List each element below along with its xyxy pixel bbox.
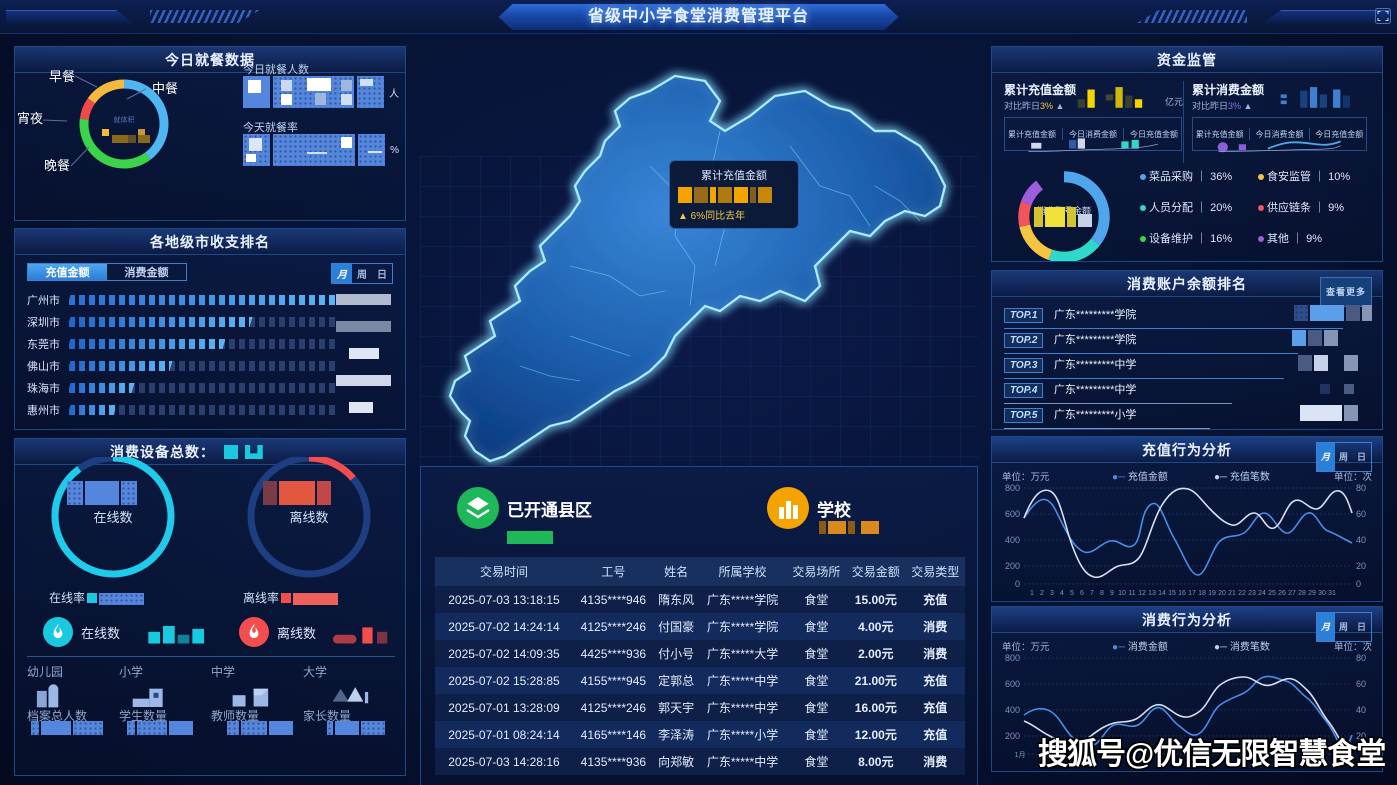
- svg-text:3: 3: [1050, 590, 1054, 597]
- svg-text:13: 13: [1148, 590, 1156, 597]
- svg-text:29: 29: [1308, 590, 1316, 597]
- svg-text:21: 21: [1228, 590, 1236, 597]
- svg-text:10: 10: [1118, 590, 1126, 597]
- svg-text:0: 0: [1356, 579, 1361, 589]
- svg-text:4: 4: [1060, 590, 1064, 597]
- svg-text:宵夜: 宵夜: [17, 111, 43, 126]
- svg-text:19: 19: [1208, 590, 1216, 597]
- svg-text:200: 200: [1005, 561, 1020, 571]
- svg-text:6: 6: [1080, 590, 1084, 597]
- svg-text:14: 14: [1158, 590, 1166, 597]
- svg-text:20: 20: [1218, 590, 1226, 597]
- svg-text:就体积: 就体积: [114, 115, 135, 124]
- svg-text:28: 28: [1298, 590, 1306, 597]
- svg-text:离线数: 离线数: [289, 510, 328, 525]
- svg-text:1: 1: [1030, 590, 1034, 597]
- svg-text:25: 25: [1268, 590, 1276, 597]
- svg-text:40: 40: [1356, 535, 1366, 545]
- svg-text:23: 23: [1248, 590, 1256, 597]
- svg-text:11: 11: [1128, 590, 1135, 597]
- svg-text:400: 400: [1005, 705, 1020, 715]
- svg-text:80: 80: [1356, 483, 1366, 493]
- svg-text:中餐: 中餐: [152, 81, 178, 96]
- svg-text:18: 18: [1198, 590, 1206, 597]
- svg-text:60: 60: [1356, 509, 1366, 519]
- svg-text:17: 17: [1188, 590, 1196, 597]
- svg-text:在线数: 在线数: [93, 510, 132, 525]
- svg-text:22: 22: [1238, 590, 1246, 597]
- svg-text:60: 60: [1356, 679, 1366, 689]
- svg-text:晚餐: 晚餐: [44, 158, 70, 173]
- svg-text:600: 600: [1005, 679, 1020, 689]
- svg-text:800: 800: [1005, 653, 1020, 663]
- svg-text:27: 27: [1288, 590, 1296, 597]
- svg-text:20: 20: [1356, 561, 1366, 571]
- svg-text:16: 16: [1178, 590, 1186, 597]
- svg-text:12: 12: [1138, 590, 1146, 597]
- svg-text:9: 9: [1110, 590, 1114, 597]
- svg-text:15: 15: [1168, 590, 1176, 597]
- svg-text:早餐: 早餐: [49, 69, 75, 84]
- svg-text:400: 400: [1005, 535, 1020, 545]
- svg-text:200: 200: [1005, 731, 1020, 741]
- svg-text:24: 24: [1258, 590, 1266, 597]
- svg-text:5: 5: [1070, 590, 1074, 597]
- svg-text:800: 800: [1005, 483, 1020, 493]
- svg-text:80: 80: [1356, 653, 1366, 663]
- svg-text:40: 40: [1356, 705, 1366, 715]
- svg-text:26: 26: [1278, 590, 1286, 597]
- svg-text:2: 2: [1040, 590, 1044, 597]
- svg-text:30: 30: [1318, 590, 1326, 597]
- svg-text:600: 600: [1005, 509, 1020, 519]
- svg-text:7: 7: [1090, 590, 1094, 597]
- svg-text:1月: 1月: [1015, 751, 1026, 759]
- svg-text:8: 8: [1100, 590, 1104, 597]
- svg-text:31: 31: [1328, 590, 1336, 597]
- svg-text:0: 0: [1015, 579, 1020, 589]
